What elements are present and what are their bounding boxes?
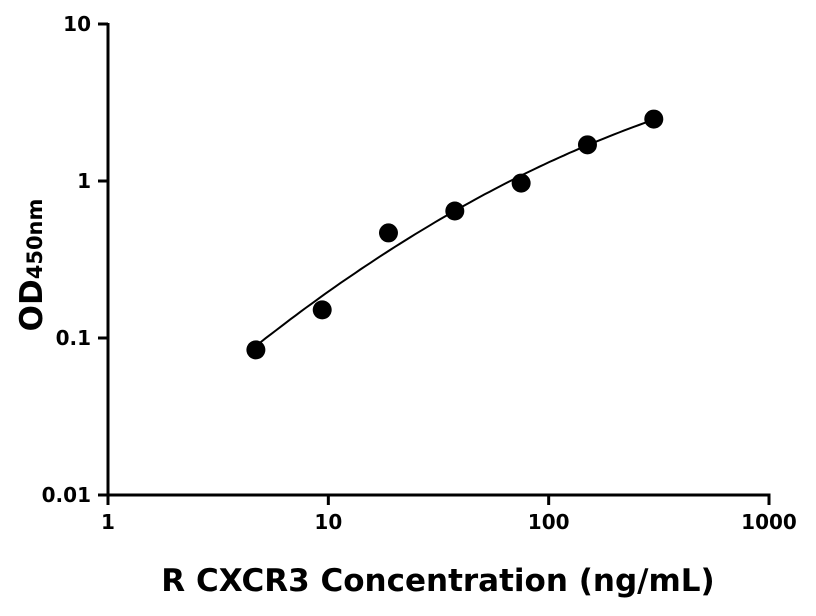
y-axis-title-subscript: 450nm [23, 199, 47, 280]
axes [98, 22, 771, 505]
tick-labels: 1 10 100 1000 0.01 0.1 1 10 [42, 12, 797, 534]
x-tick-label: 1000 [741, 510, 797, 534]
x-tick-label: 10 [314, 510, 342, 534]
x-tick-label: 100 [528, 510, 570, 534]
data-point [246, 340, 266, 360]
y-tick-label: 0.1 [56, 326, 91, 350]
data-point [644, 109, 664, 129]
data-point [511, 173, 531, 193]
data-point [445, 201, 465, 221]
y-tick-label: 1 [77, 169, 91, 193]
data-point [312, 300, 332, 320]
x-tick-label: 1 [101, 510, 115, 534]
data-point [577, 135, 597, 155]
y-axis-title-main: OD [14, 279, 50, 331]
y-tick-label: 0.01 [42, 483, 91, 507]
data-points [246, 109, 664, 360]
x-axis-title: R CXCR3 Concentration (ng/mL) [161, 563, 714, 599]
y-tick-label: 10 [63, 12, 91, 36]
y-axis-title: OD450nm [14, 199, 50, 332]
data-point [378, 223, 398, 243]
